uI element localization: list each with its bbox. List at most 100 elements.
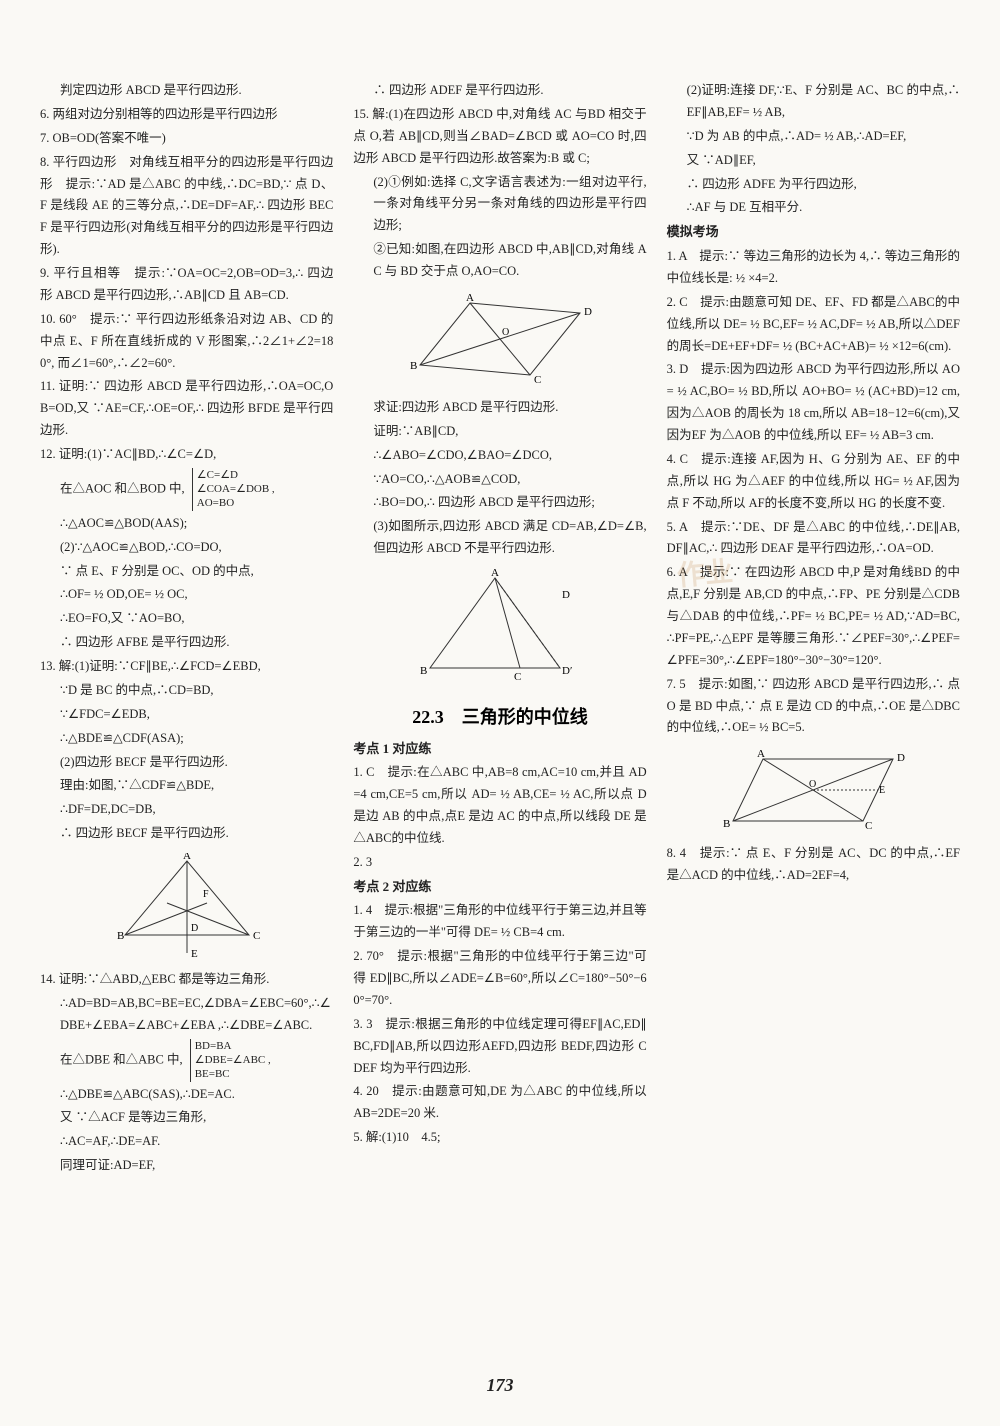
c2-line: 2. 70° 提示:根据"三角形的中位线平行于第三边"可得 ED∥BC,所以∠A… bbox=[353, 946, 646, 1012]
column-2: ∴ 四边形 ADEF 是平行四边形. 15. 解:(1)在四边形 ABCD 中,… bbox=[353, 80, 646, 1340]
c1-line: ∵∠FDC=∠EDB, bbox=[40, 704, 333, 726]
c3-line: (2)证明:连接 DF,∵E、F 分别是 AC、BC 的中点,∴EF∥AB,EF… bbox=[667, 80, 960, 124]
c2-line: ∴ 四边形 ADEF 是平行四边形. bbox=[353, 80, 646, 102]
label-Dp: D′ bbox=[562, 665, 572, 677]
c1-line: ∴AD=BD=AB,BC=BE=EC,∠DBA=∠EBC=60°,∴∠DBE+∠… bbox=[40, 993, 333, 1037]
label-D: D bbox=[897, 752, 905, 764]
c1-line: ∵ 点 E、F 分别是 OC、OD 的中点, bbox=[40, 561, 333, 583]
c1-line: 同理可证:AD=EF, bbox=[40, 1155, 333, 1177]
c1-line: 又 ∵△ACF 是等边三角形, bbox=[40, 1107, 333, 1129]
c3-line: 3. D 提示:因为四边形 ABCD 为平行四边形,所以 AO= ½ AC,BO… bbox=[667, 359, 960, 447]
c3-line: 1. A 提示:∵ 等边三角形的边长为 4,∴ 等边三角形的中位线长是: ½ ×… bbox=[667, 246, 960, 290]
label-C: C bbox=[514, 671, 521, 683]
c3-line: ∴ 四边形 ADFE 为平行四边形, bbox=[667, 174, 960, 196]
label-A: A bbox=[183, 853, 191, 862]
c2-line: ∴BO=DO,∴ 四边形 ABCD 是平行四边形; bbox=[353, 492, 646, 514]
label-B: B bbox=[410, 360, 417, 372]
c3-line: 8. 4 提示:∵ 点 E、F 分别是 AC、DC 的中点,∴EF 是△ACD … bbox=[667, 843, 960, 887]
text: 在△DBE 和△ABC 中, bbox=[60, 1052, 183, 1066]
c2-line: 证明:∵AB∥CD, bbox=[353, 421, 646, 443]
c2-line: 15. 解:(1)在四边形 ABCD 中,对角线 AC 与BD 相交于点 O,若… bbox=[353, 104, 646, 170]
text: 在△AOC 和△BOD 中, bbox=[60, 481, 185, 495]
c1-line: (2)四边形 BECF 是平行四边形. bbox=[40, 752, 333, 774]
label-C: C bbox=[534, 374, 541, 386]
label-A: A bbox=[491, 568, 499, 579]
label-F: F bbox=[203, 889, 209, 900]
label-B: B bbox=[117, 930, 124, 942]
c2-line: ∴∠ABO=∠CDO,∠BAO=∠DCO, bbox=[353, 445, 646, 467]
c1-line: 9. 平行且相等 提示:∵OA=OC=2,OB=OD=3,∴ 四边形 ABCD … bbox=[40, 263, 333, 307]
label-A: A bbox=[757, 748, 765, 760]
subtitle: 考点 1 对应练 bbox=[353, 738, 646, 761]
diagram-parallelogram: A D B C O bbox=[400, 291, 600, 391]
label-E: E bbox=[879, 785, 885, 796]
label-D: D bbox=[562, 589, 570, 601]
c2-line: ②已知:如图,在四边形 ABCD 中,AB∥CD,对角线 AC 与 BD 交于点… bbox=[353, 239, 646, 283]
c1-line: 12. 证明:(1)∵AC∥BD,∴∠C=∠D, bbox=[40, 444, 333, 466]
c1-line: 8. 平行四边形 对角线互相平分的四边形是平行四边形 提示:∵AD 是△ABC … bbox=[40, 152, 333, 261]
c1-line: 13. 解:(1)证明:∵CF∥BE,∴∠FCD=∠EBD, bbox=[40, 656, 333, 678]
c3-line: 4. C 提示:连接 AF,因为 H、G 分别为 AE、EF 的中点,所以 HG… bbox=[667, 449, 960, 515]
brace-content: ∠C=∠D ∠COA=∠DOB , AO=BO bbox=[192, 468, 275, 511]
c1-line: ∴OF= ½ OD,OE= ½ OC, bbox=[40, 584, 333, 606]
label-C: C bbox=[865, 820, 872, 832]
label-C: C bbox=[253, 930, 260, 942]
c2-line: 3. 3 提示:根据三角形的中位线定理可得EF∥AC,ED∥BC,FD∥AB,所… bbox=[353, 1014, 646, 1080]
c1-line: 7. OB=OD(答案不唯一) bbox=[40, 128, 333, 150]
diagram-triangle-1: A B C D E F bbox=[107, 853, 267, 963]
columns-wrapper: 判定四边形 ABCD 是平行四边形. 6. 两组对边分别相等的四边形是平行四边形… bbox=[40, 80, 960, 1340]
c2-line: 1. 4 提示:根据"三角形的中位线平行于第三边,并且等于第三边的一半"可得 D… bbox=[353, 900, 646, 944]
c1-line: ∴△BDE≌△CDF(ASA); bbox=[40, 728, 333, 750]
c1-line: ∴EO=FO,又 ∵AO=BO, bbox=[40, 608, 333, 630]
c1-line: 10. 60° 提示:∵ 平行四边形纸条沿对边 AB、CD 的中点 E、F 所在… bbox=[40, 309, 333, 375]
c1-line: ∴ 四边形 AFBE 是平行四边形. bbox=[40, 632, 333, 654]
c3-line: 又 ∵AD∥EF, bbox=[667, 150, 960, 172]
c1-line: 理由:如图,∵△CDF≌△BDE, bbox=[40, 775, 333, 797]
c1-line: ∵D 是 BC 的中点,∴CD=BD, bbox=[40, 680, 333, 702]
c1-line: ∴△AOC≌△BOD(AAS); bbox=[40, 513, 333, 535]
c2-line: (3)如图所示,四边形 ABCD 满足 CD=AB,∠D=∠B,但四边形 ABC… bbox=[353, 516, 646, 560]
c3-line: ∴AF 与 DE 互相平分. bbox=[667, 197, 960, 219]
diagram-parallelogram-2: A D B C O E bbox=[713, 747, 913, 837]
c1-line: ∴DF=DE,DC=DB, bbox=[40, 799, 333, 821]
brace-content: BD=BA ∠DBE=∠ABC , BE=BC bbox=[190, 1039, 271, 1082]
c3-line: 2. C 提示:由题意可知 DE、EF、FD 都是△ABC的中位线,所以 DE=… bbox=[667, 292, 960, 358]
column-1: 判定四边形 ABCD 是平行四边形. 6. 两组对边分别相等的四边形是平行四边形… bbox=[40, 80, 333, 1340]
c2-line: ∵AO=CO,∴△AOB≌△COD, bbox=[353, 469, 646, 491]
c3-line: 5. A 提示:∵DE、DF 是△ABC 的中位线,∴DE∥AB,DF∥AC,∴… bbox=[667, 517, 960, 561]
c2-line: 4. 20 提示:由题意可知,DE 为△ABC 的中位线,所以 AB=2DE=2… bbox=[353, 1081, 646, 1125]
c1-line: 14. 证明:∵△ABD,△EBC 都是等边三角形. bbox=[40, 969, 333, 991]
c1-line: (2)∵△AOC≌△BOD,∴CO=DO, bbox=[40, 537, 333, 559]
page-number: 173 bbox=[0, 1375, 1000, 1396]
c1-line: 11. 证明:∵ 四边形 ABCD 是平行四边形,∴OA=OC,OB=OD,又 … bbox=[40, 376, 333, 442]
label-E: E bbox=[191, 948, 198, 960]
c1-line: 6. 两组对边分别相等的四边形是平行四边形 bbox=[40, 104, 333, 126]
c2-line: (2)①例如:选择 C,文字语言表述为:一组对边平行,一条对角线平分另一条对角线… bbox=[353, 172, 646, 238]
c1-line: ∴△DBE≌△ABC(SAS),∴DE=AC. bbox=[40, 1084, 333, 1106]
c1-line: ∴AC=AF,∴DE=AF. bbox=[40, 1131, 333, 1153]
c1-line: 在△DBE 和△ABC 中, BD=BA ∠DBE=∠ABC , BE=BC bbox=[40, 1039, 333, 1082]
column-3: (2)证明:连接 DF,∵E、F 分别是 AC、BC 的中点,∴EF∥AB,EF… bbox=[667, 80, 960, 1340]
subtitle: 考点 2 对应练 bbox=[353, 876, 646, 899]
c1-line: 在△AOC 和△BOD 中, ∠C=∠D ∠COA=∠DOB , AO=BO bbox=[40, 468, 333, 511]
label-D: D bbox=[584, 306, 592, 318]
label-O: O bbox=[809, 779, 816, 790]
c3-line: ∵D 为 AB 的中点,∴AD= ½ AB,∴AD=EF, bbox=[667, 126, 960, 148]
diagram-quadrilateral: A D B C D′ bbox=[410, 568, 590, 688]
c2-line: 1. C 提示:在△ABC 中,AB=8 cm,AC=10 cm,并且 AD=4… bbox=[353, 762, 646, 850]
label-O: O bbox=[502, 327, 509, 338]
page: 判定四边形 ABCD 是平行四边形. 6. 两组对边分别相等的四边形是平行四边形… bbox=[0, 0, 1000, 1426]
c1-line: ∴ 四边形 BECF 是平行四边形. bbox=[40, 823, 333, 845]
section-title: 22.3 三角形的中位线 bbox=[353, 702, 646, 734]
c2-line: 5. 解:(1)10 4.5; bbox=[353, 1127, 646, 1149]
subtitle: 模拟考场 bbox=[667, 221, 960, 244]
label-A: A bbox=[466, 292, 474, 304]
label-B: B bbox=[723, 818, 730, 830]
c3-line: 7. 5 提示:如图,∵ 四边形 ABCD 是平行四边形,∴ 点 O 是 BD … bbox=[667, 674, 960, 740]
label-B: B bbox=[420, 665, 427, 677]
c3-line: 6. A 提示:∵ 在四边形 ABCD 中,P 是对角线BD 的中点,E,F 分… bbox=[667, 562, 960, 671]
c2-line: 2. 3 bbox=[353, 852, 646, 874]
label-D: D bbox=[191, 923, 198, 934]
c2-line: 求证:四边形 ABCD 是平行四边形. bbox=[353, 397, 646, 419]
c1-line: 判定四边形 ABCD 是平行四边形. bbox=[40, 80, 333, 102]
